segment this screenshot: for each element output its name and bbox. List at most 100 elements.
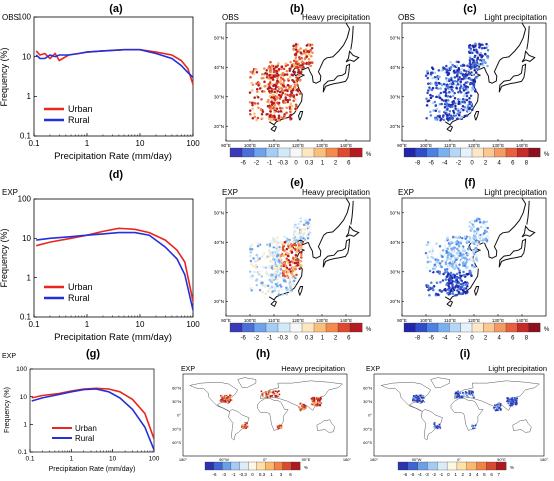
station-dot [276,79,279,83]
station-dot [281,77,285,81]
station-dot [270,243,274,246]
panel-e-corner-label: EXP [222,188,238,197]
colorbar-swatch [213,461,223,471]
station-dot [449,257,452,261]
colorbar-label: 6 [511,161,515,167]
station-dot [248,283,252,286]
lon-label: 100°E [244,318,256,323]
grid-cell [470,425,473,427]
lon-label: 100°E [420,318,432,323]
station-dot [260,269,263,272]
colorbar-label: 0 [470,161,474,167]
station-dot [293,232,297,236]
grid-cell [507,397,510,399]
grid-cell [470,390,472,392]
station-dot [470,226,473,230]
panel-d-frame [33,198,194,318]
grid-cell [220,399,222,401]
station-dot [291,105,294,108]
y-tick-label: 0.1 [20,313,32,322]
grid-cell [513,397,516,399]
grid-cell [271,391,274,394]
lon-label: 180° [343,457,352,462]
station-dot [451,94,455,98]
station-dot [294,42,298,46]
grid-cell [229,397,231,399]
station-dot [276,89,279,93]
grid-cell [497,403,500,406]
colorbar-swatch [437,461,448,471]
station-dot [292,240,295,244]
station-dot [466,252,470,256]
lon-label: 120°E [292,318,304,323]
station-dot [261,284,265,287]
station-dot [456,285,460,289]
colorbar-label: -2 [432,472,436,477]
grid-cell [311,397,314,400]
station-dot [431,94,434,98]
colorbar-swatch [301,147,315,158]
station-dot [249,248,252,251]
grid-cell [310,403,313,406]
station-dot [434,109,438,112]
station-dot [279,272,282,275]
station-dot [287,258,290,262]
station-dot [294,256,298,259]
grid-cell [300,403,303,405]
colorbar-label: 1 [454,472,457,477]
station-dot [275,81,279,85]
station-dot [275,258,279,262]
lat-label: 0° [368,413,372,418]
station-dot [472,225,476,229]
grid-cell [246,422,248,425]
grid-cell [245,424,247,427]
lon-label: 130°E [316,318,328,323]
grid-cell [473,395,475,397]
station-dot [445,79,449,83]
grid-cell [418,400,421,402]
grid-cell [265,393,268,395]
colorbar-label: 8 [525,161,529,167]
colorbar-swatch [265,461,275,471]
station-dot [444,91,448,95]
station-dot [486,55,490,58]
station-dot [292,95,296,98]
grid-cell [415,395,417,397]
lon-label: 90°E [497,457,506,462]
station-dot [430,252,434,256]
station-dot [294,56,298,59]
station-dot [483,227,487,230]
grid-cell [416,399,419,401]
panel-e-colorbar: -6 -2 -1 -0.3 0 0.3 1 2 6% [229,322,372,342]
series-line-rural [31,388,155,451]
korea-coastline [307,234,325,259]
grid-cell [516,397,518,400]
station-dot [249,70,252,74]
colorbar-swatch [229,147,243,158]
colorbar-label: 8 [525,336,529,342]
x-tick-label: 10 [109,456,117,463]
grid-cell [464,391,467,393]
station-dot [266,284,270,287]
station-dot [288,75,292,79]
station-dot [295,65,298,69]
lon-label: 0° [263,457,267,462]
station-dot [288,67,291,71]
lat-label: 20°N [214,299,224,304]
station-dot [280,73,283,76]
station-dot [254,260,257,263]
station-dot [453,96,457,100]
lon-label: 90°E [221,318,231,323]
station-dot [276,101,279,104]
station-dot [471,58,474,61]
continent-outline [512,419,532,433]
panel-i-tag: (i) [460,348,471,360]
station-dot [248,101,252,104]
grid-cell [500,408,502,410]
station-dot [472,87,475,91]
station-dot [465,290,469,293]
continent-outline [316,419,335,433]
station-dot [486,64,489,68]
station-dot [425,97,428,100]
grid-cell [435,426,437,429]
